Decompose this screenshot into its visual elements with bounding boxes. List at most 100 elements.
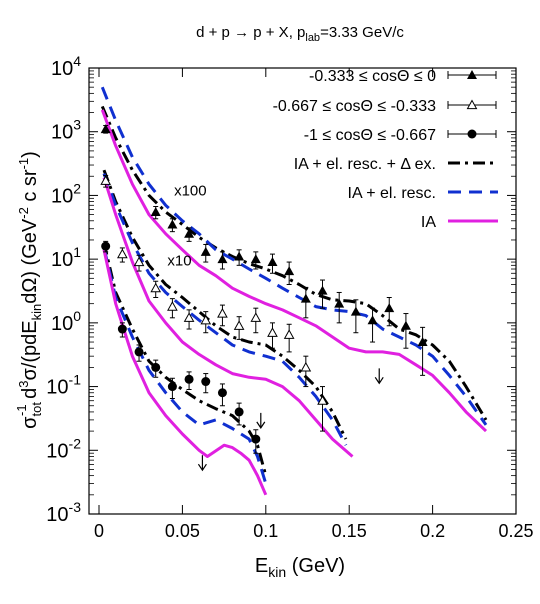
data-marker — [217, 388, 227, 398]
series-curve — [102, 247, 268, 485]
chart-title-part: d + p — [196, 24, 234, 41]
y-axis-label: σtot-1 d3σ/(pdEkindΩ) (GeV-2 c sr-1) — [14, 151, 44, 429]
data-point — [267, 253, 278, 274]
data-marker — [267, 257, 278, 267]
y-axis-label-part: σ — [19, 416, 41, 429]
series-curve — [100, 109, 488, 433]
data-point — [217, 383, 227, 407]
series-curve — [102, 242, 268, 476]
data-point — [151, 359, 161, 378]
data-point — [234, 249, 245, 266]
data-point — [101, 240, 111, 253]
data-point — [217, 304, 228, 327]
upper-limit-head — [374, 377, 384, 385]
data-marker — [300, 361, 312, 372]
y-tick-label: 10-2 — [46, 435, 81, 462]
x-axis-label-part: (GeV) — [286, 555, 345, 577]
data-point — [117, 322, 127, 338]
y-tick-label-base: 10 — [51, 249, 73, 271]
chart-title-subscript: lab — [305, 32, 320, 44]
data-marker — [200, 246, 211, 256]
y-axis-label-superscript: 3 — [16, 381, 31, 388]
data-marker — [167, 219, 178, 229]
x-tick-label: 0.1 — [253, 521, 278, 541]
data-point — [200, 311, 212, 334]
plot-frame — [88, 67, 517, 515]
data-point — [134, 344, 144, 362]
data-marker — [167, 382, 177, 392]
legend-swatch-marker — [467, 70, 477, 79]
data-point — [250, 251, 261, 270]
legend-label: IA + el. resc. + Δ ex. — [294, 156, 436, 173]
data-marker — [350, 306, 361, 316]
legend: -0.333 ≤ cosΘ ≤ 0 -0.667 ≤ cosΘ ≤ -0.333 -… — [273, 68, 498, 231]
data-point — [167, 218, 178, 233]
data-marker — [151, 362, 161, 372]
y-tick-label-exponent: 3 — [73, 117, 81, 133]
data-point — [150, 280, 162, 299]
y-tick-label-exponent: -3 — [69, 499, 82, 515]
data-marker — [300, 293, 311, 303]
data-point — [167, 377, 177, 399]
data-point — [251, 429, 261, 454]
upper-limit-head — [256, 421, 266, 429]
scale-annotation: x10 — [167, 252, 191, 269]
data-marker — [317, 285, 328, 295]
data-point — [133, 254, 145, 272]
data-point — [100, 175, 112, 188]
data-point — [284, 261, 295, 285]
chart-title-arrow: → — [234, 24, 249, 41]
series-curve — [102, 177, 354, 458]
data-marker — [233, 320, 245, 330]
legend-entry: -0.667 ≤ cosΘ ≤ -0.333 — [273, 98, 497, 115]
legend-label: -0.667 ≤ cosΘ ≤ -0.333 — [273, 98, 437, 115]
data-marker — [250, 254, 261, 264]
data-marker — [234, 407, 244, 417]
legend-label: -0.333 ≤ cosΘ ≤ 0 — [309, 68, 436, 85]
legend-swatch-marker — [466, 99, 478, 110]
data-marker — [250, 312, 262, 322]
data-point — [184, 371, 194, 390]
chart-title-part: =3.33 GeV/c — [320, 24, 404, 41]
data-point — [184, 227, 195, 242]
data-marker — [283, 329, 295, 339]
legend-label: -1 ≤ cosΘ ≤ -0.667 — [304, 127, 436, 144]
y-axis-label-subscript: kin — [29, 304, 44, 321]
legend-entry: IA + el. resc. + Δ ex. — [294, 156, 498, 173]
y-tick-label-base: 10 — [46, 504, 68, 526]
data-point — [417, 326, 428, 376]
y-axis-label-part: ) — [19, 151, 41, 158]
data-marker — [100, 175, 112, 185]
chart-title-part: p + X, p — [249, 24, 305, 41]
data-point — [350, 299, 361, 334]
data-marker — [101, 241, 111, 251]
data-marker — [150, 282, 162, 293]
y-tick-label: 10-3 — [46, 499, 81, 526]
data-point — [267, 322, 278, 349]
data-marker — [217, 308, 228, 318]
series-curve — [102, 249, 268, 496]
data-marker — [217, 254, 228, 264]
data-marker — [317, 395, 328, 405]
y-axis-label-part: d — [19, 388, 41, 405]
y-axis-label-part: σ/(pdE — [19, 320, 41, 380]
legend-label: IA + el. resc. — [348, 185, 436, 202]
x-tick-label: 0.25 — [498, 521, 533, 541]
y-axis-label-part: dΩ) (GeV — [19, 218, 41, 304]
y-tick-label-base: 10 — [51, 185, 73, 207]
data-marker — [117, 324, 127, 334]
data-point — [384, 297, 395, 327]
series-curve — [100, 105, 488, 421]
data-marker — [184, 374, 194, 384]
y-tick-label-exponent: 0 — [73, 308, 81, 324]
y-tick-label-base: 10 — [51, 122, 73, 144]
data-point — [150, 206, 161, 220]
y-tick-label: 10-1 — [46, 372, 81, 399]
y-tick-label-exponent: 1 — [73, 244, 81, 260]
x-tick-label: 0 — [94, 521, 104, 541]
data-marker — [234, 251, 245, 261]
data-point — [250, 307, 262, 334]
data-point — [200, 243, 211, 263]
data-marker — [100, 124, 111, 134]
x-tick-label: 0.2 — [420, 521, 445, 541]
